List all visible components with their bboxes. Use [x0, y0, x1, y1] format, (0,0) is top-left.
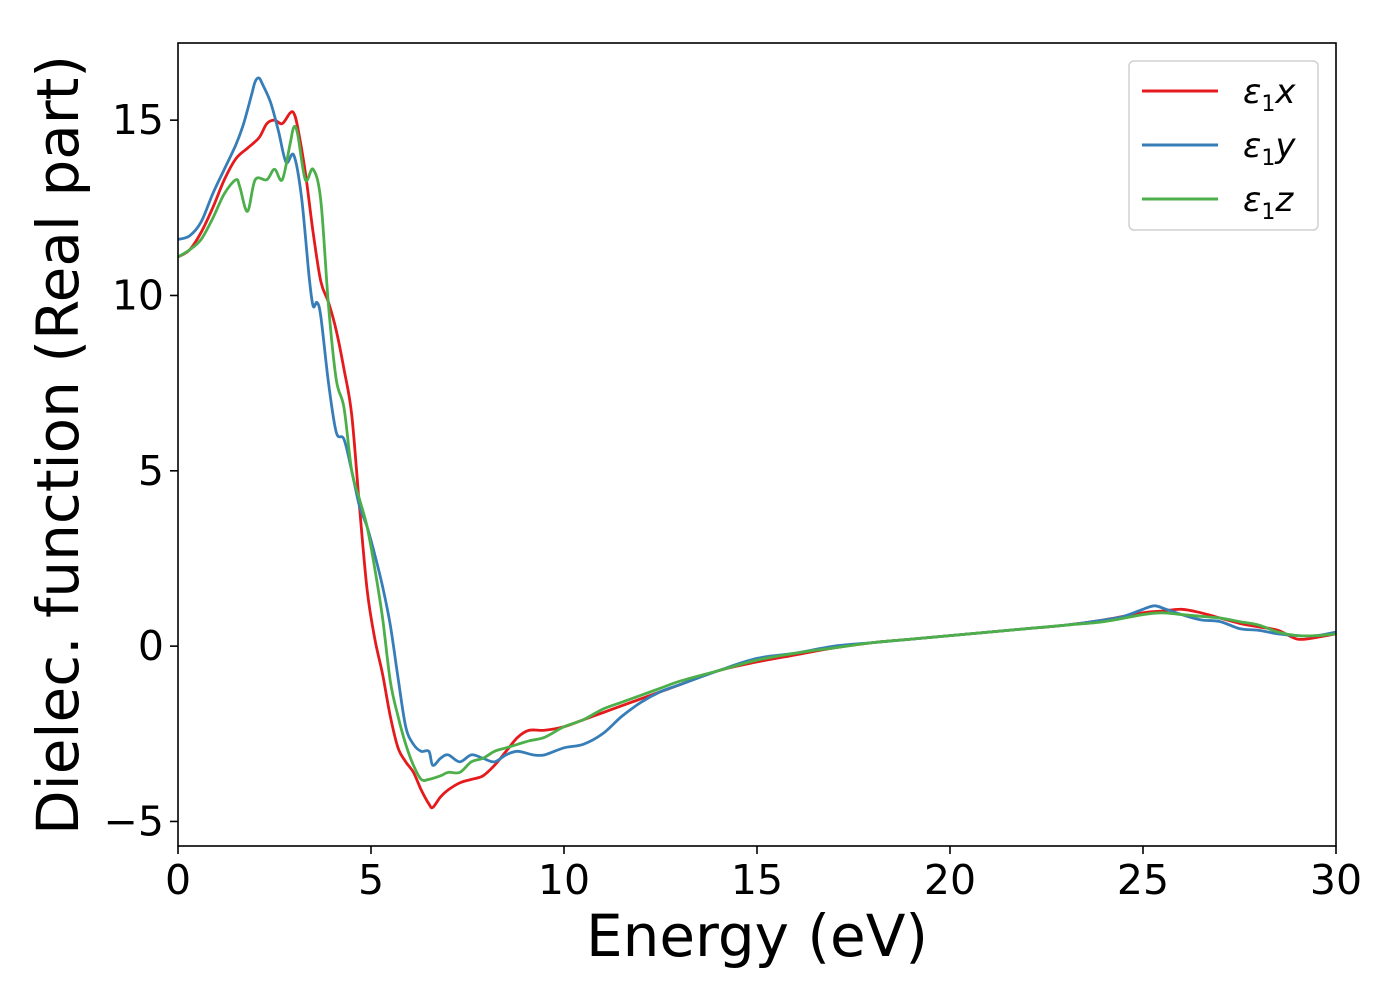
legend-label-x: ε1x — [1243, 72, 1296, 117]
legend-box — [1128, 60, 1319, 231]
legend-variable: y — [1274, 126, 1296, 166]
legend-variable: z — [1274, 180, 1294, 220]
x-axis-label: Energy (eV) — [586, 902, 928, 970]
x-tick-label: 20 — [924, 856, 976, 904]
x-tick-label: 5 — [358, 856, 384, 904]
y-tick-label: 15 — [112, 96, 164, 144]
y-tick-label: 5 — [138, 447, 164, 495]
y-tick-label: −5 — [104, 797, 164, 845]
plot-frame — [177, 42, 1337, 847]
series-line-z — [178, 124, 1336, 782]
legend-subscript: 1 — [1261, 92, 1275, 117]
y-tick-label: 0 — [138, 622, 164, 670]
legend-symbol: ε — [1243, 126, 1261, 166]
y-axis-label: Dielec. function (Real part) — [24, 55, 92, 835]
x-tick-label: 30 — [1310, 856, 1362, 904]
legend-subscript: 1 — [1261, 146, 1275, 171]
legend-variable: x — [1274, 72, 1296, 112]
x-tick-label: 10 — [538, 856, 590, 904]
legend-label-z: ε1z — [1243, 180, 1294, 225]
plot-area — [178, 76, 1336, 810]
x-tick-label: 0 — [165, 856, 191, 904]
legend-symbol: ε — [1243, 180, 1261, 220]
legend-symbol: ε — [1243, 72, 1261, 112]
x-tick-label: 25 — [1117, 856, 1169, 904]
legend-label-y: ε1y — [1243, 126, 1296, 171]
x-tick-label: 15 — [731, 856, 783, 904]
legend-subscript: 1 — [1261, 200, 1275, 225]
y-tick-label: 10 — [112, 271, 164, 319]
series-line-y — [178, 76, 1336, 767]
